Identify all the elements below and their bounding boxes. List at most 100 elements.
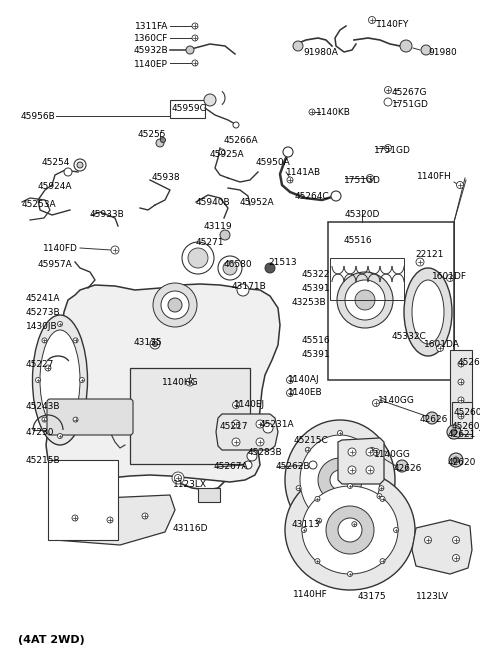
Circle shape bbox=[377, 494, 382, 498]
Ellipse shape bbox=[40, 330, 80, 430]
Circle shape bbox=[447, 425, 461, 439]
Circle shape bbox=[379, 485, 384, 491]
Ellipse shape bbox=[412, 280, 444, 344]
Circle shape bbox=[366, 448, 374, 456]
Circle shape bbox=[372, 400, 380, 407]
Circle shape bbox=[111, 246, 119, 254]
Text: 22121: 22121 bbox=[415, 250, 444, 259]
Text: 45243B: 45243B bbox=[26, 402, 60, 411]
Text: 45273B: 45273B bbox=[26, 308, 60, 317]
Circle shape bbox=[296, 485, 301, 491]
Circle shape bbox=[73, 338, 78, 343]
Circle shape bbox=[331, 191, 341, 201]
Circle shape bbox=[186, 46, 194, 54]
Circle shape bbox=[232, 402, 240, 409]
Text: 45254: 45254 bbox=[42, 158, 71, 167]
Bar bbox=[450, 350, 472, 438]
Text: 1140EB: 1140EB bbox=[288, 388, 323, 397]
Text: 45265C: 45265C bbox=[458, 358, 480, 367]
Text: 45933B: 45933B bbox=[90, 210, 125, 219]
Text: 45322: 45322 bbox=[301, 270, 330, 279]
Circle shape bbox=[352, 521, 357, 527]
Circle shape bbox=[315, 496, 320, 501]
Circle shape bbox=[72, 515, 78, 521]
Text: 1140FY: 1140FY bbox=[376, 20, 409, 29]
Circle shape bbox=[400, 40, 412, 52]
Circle shape bbox=[107, 517, 113, 523]
Circle shape bbox=[421, 45, 431, 55]
Circle shape bbox=[316, 518, 322, 523]
Text: 45215C: 45215C bbox=[294, 436, 329, 445]
Circle shape bbox=[160, 138, 166, 143]
Circle shape bbox=[256, 438, 264, 446]
Text: 1140HF: 1140HF bbox=[293, 590, 327, 599]
Text: 45267G: 45267G bbox=[392, 88, 428, 97]
Polygon shape bbox=[46, 284, 280, 482]
Polygon shape bbox=[412, 520, 472, 574]
Circle shape bbox=[283, 147, 293, 157]
Circle shape bbox=[309, 461, 317, 469]
Circle shape bbox=[175, 474, 181, 481]
Text: 1140GG: 1140GG bbox=[374, 450, 411, 459]
Text: 47230: 47230 bbox=[26, 428, 55, 437]
Circle shape bbox=[396, 460, 408, 472]
Text: 45957A: 45957A bbox=[37, 260, 72, 269]
Text: 91980: 91980 bbox=[428, 48, 457, 57]
Circle shape bbox=[337, 272, 393, 328]
Circle shape bbox=[380, 559, 385, 563]
Circle shape bbox=[204, 94, 216, 106]
Circle shape bbox=[244, 461, 252, 469]
Text: 1360CF: 1360CF bbox=[133, 34, 168, 43]
Text: 1140EP: 1140EP bbox=[134, 60, 168, 69]
Circle shape bbox=[73, 417, 78, 422]
Circle shape bbox=[42, 417, 47, 422]
Circle shape bbox=[256, 420, 264, 428]
Text: 45255: 45255 bbox=[138, 130, 166, 139]
Bar bbox=[452, 402, 472, 434]
Circle shape bbox=[367, 174, 373, 181]
Circle shape bbox=[345, 280, 385, 320]
Circle shape bbox=[369, 16, 375, 24]
Circle shape bbox=[192, 60, 198, 66]
Circle shape bbox=[384, 86, 392, 94]
Text: 1123LX: 1123LX bbox=[173, 480, 207, 489]
Circle shape bbox=[338, 518, 362, 542]
Circle shape bbox=[192, 23, 198, 29]
Text: 43253B: 43253B bbox=[291, 298, 326, 307]
Circle shape bbox=[309, 109, 315, 115]
Text: 1751GD: 1751GD bbox=[344, 176, 381, 185]
Text: 45241A: 45241A bbox=[26, 294, 60, 303]
Text: 45231A: 45231A bbox=[260, 420, 295, 429]
Text: 45952A: 45952A bbox=[240, 198, 275, 207]
Text: 45932B: 45932B bbox=[133, 46, 168, 55]
Bar bbox=[170, 100, 205, 118]
Circle shape bbox=[451, 429, 457, 435]
Circle shape bbox=[384, 98, 392, 106]
Text: 43171B: 43171B bbox=[232, 282, 267, 291]
Circle shape bbox=[458, 379, 464, 385]
Text: 1140KB: 1140KB bbox=[316, 108, 351, 117]
Text: 43135: 43135 bbox=[134, 338, 162, 347]
Circle shape bbox=[453, 536, 459, 544]
Circle shape bbox=[458, 361, 464, 367]
Text: 45924A: 45924A bbox=[38, 182, 72, 191]
Circle shape bbox=[293, 41, 303, 51]
Circle shape bbox=[223, 261, 237, 275]
Circle shape bbox=[80, 377, 84, 383]
Circle shape bbox=[220, 230, 230, 240]
Circle shape bbox=[305, 447, 311, 453]
Text: 43119: 43119 bbox=[204, 222, 232, 231]
Circle shape bbox=[424, 536, 432, 544]
Circle shape bbox=[287, 390, 293, 396]
Text: 45925A: 45925A bbox=[210, 150, 245, 159]
Circle shape bbox=[287, 377, 293, 383]
Circle shape bbox=[58, 322, 62, 326]
Ellipse shape bbox=[404, 268, 452, 356]
Text: 45266A: 45266A bbox=[224, 136, 259, 145]
Text: 1140FD: 1140FD bbox=[43, 244, 78, 253]
Circle shape bbox=[153, 283, 197, 327]
Circle shape bbox=[394, 527, 398, 533]
Circle shape bbox=[188, 248, 208, 268]
Circle shape bbox=[186, 378, 194, 386]
Circle shape bbox=[153, 341, 157, 346]
